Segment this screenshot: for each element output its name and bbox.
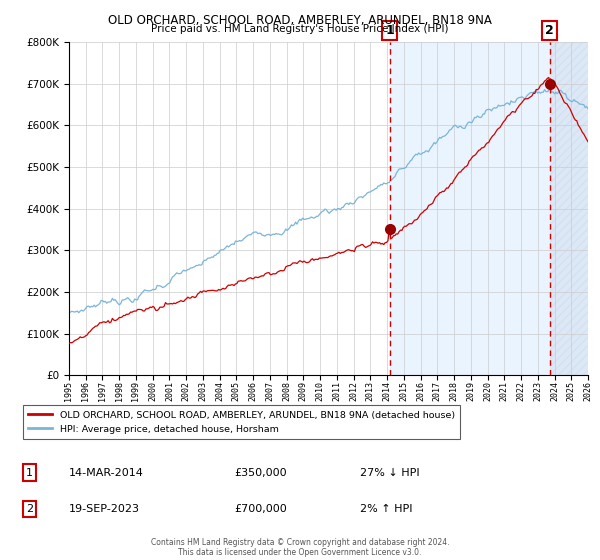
Bar xyxy=(550,42,596,375)
Text: £350,000: £350,000 xyxy=(235,468,287,478)
Text: 2: 2 xyxy=(26,504,33,514)
Text: 2: 2 xyxy=(545,24,554,37)
Text: Price paid vs. HM Land Registry's House Price Index (HPI): Price paid vs. HM Land Registry's House … xyxy=(151,24,449,34)
Text: 1: 1 xyxy=(26,468,33,478)
Text: Contains HM Land Registry data © Crown copyright and database right 2024.
This d: Contains HM Land Registry data © Crown c… xyxy=(151,538,449,557)
Legend: OLD ORCHARD, SCHOOL ROAD, AMBERLEY, ARUNDEL, BN18 9NA (detached house), HPI: Ave: OLD ORCHARD, SCHOOL ROAD, AMBERLEY, ARUN… xyxy=(23,405,460,439)
Text: 19-SEP-2023: 19-SEP-2023 xyxy=(70,504,140,514)
Text: 14-MAR-2014: 14-MAR-2014 xyxy=(70,468,144,478)
Text: 1: 1 xyxy=(386,24,394,37)
Text: 27% ↓ HPI: 27% ↓ HPI xyxy=(360,468,419,478)
Text: OLD ORCHARD, SCHOOL ROAD, AMBERLEY, ARUNDEL, BN18 9NA: OLD ORCHARD, SCHOOL ROAD, AMBERLEY, ARUN… xyxy=(108,14,492,27)
Text: £700,000: £700,000 xyxy=(235,504,287,514)
Bar xyxy=(390,42,596,375)
Text: 2% ↑ HPI: 2% ↑ HPI xyxy=(360,504,413,514)
